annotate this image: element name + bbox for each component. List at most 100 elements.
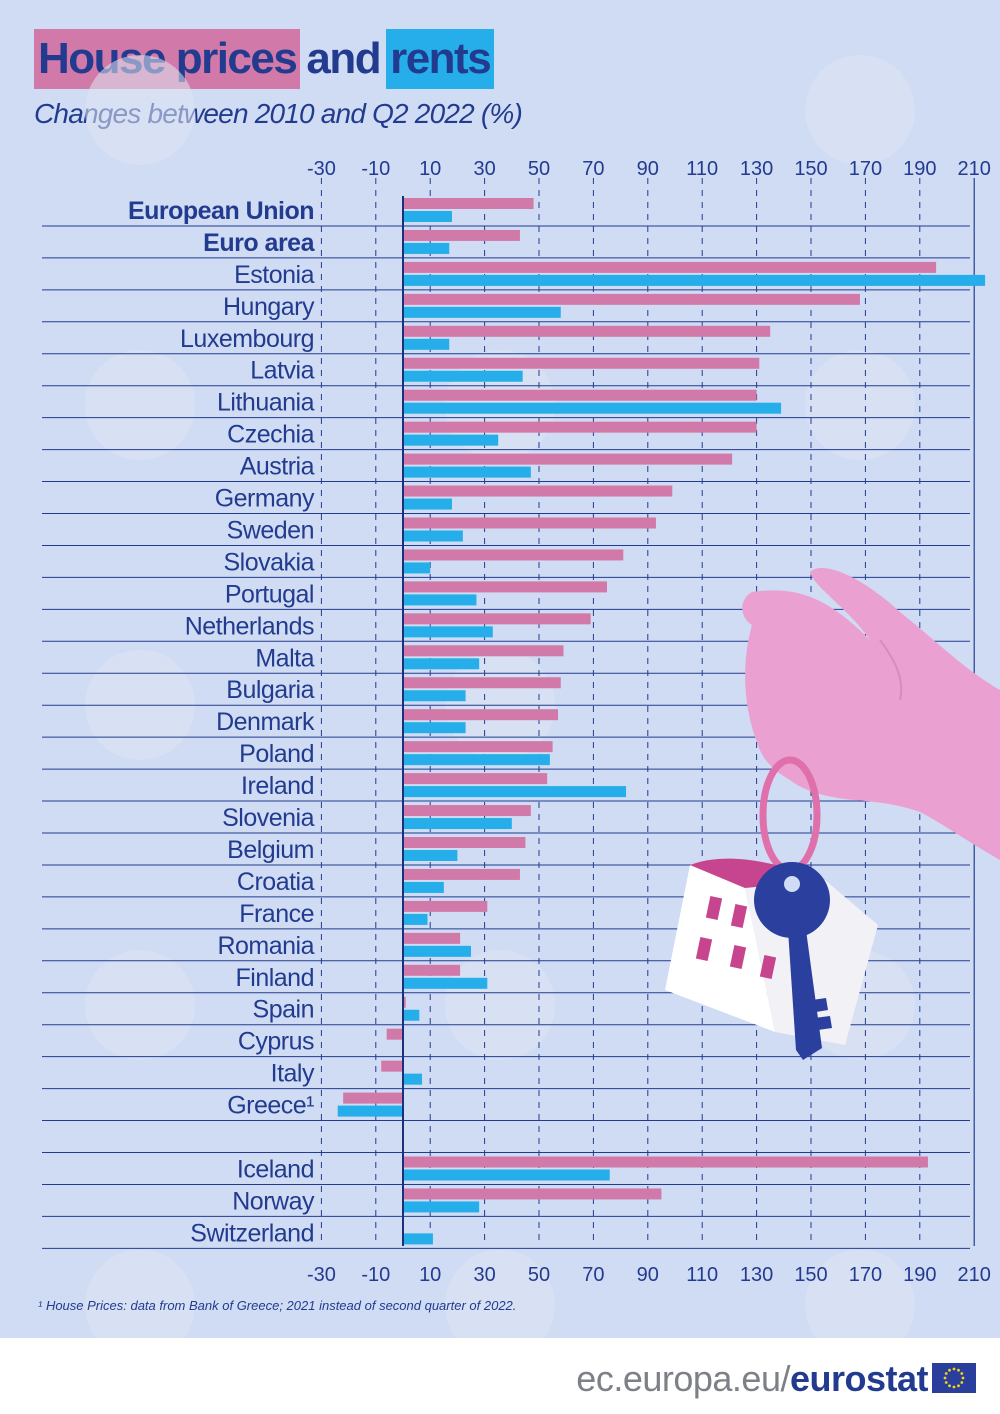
rents-bar (403, 306, 561, 318)
rents-bar (403, 850, 458, 861)
tick-label: 210 (958, 1264, 991, 1286)
category-label: Poland (239, 740, 314, 768)
flag-star (948, 1368, 951, 1372)
house-prices-bar (403, 229, 520, 241)
rents-bar (403, 562, 431, 574)
footer-band (0, 1338, 1000, 1414)
rents-bar (403, 1009, 420, 1021)
flag-star (960, 1381, 964, 1384)
category-label: Euro area (203, 229, 315, 257)
flag-star (944, 1381, 948, 1384)
house-prices-bar (403, 325, 771, 337)
category-label: Switzerland (190, 1219, 314, 1247)
category-label: Cyprus (238, 1028, 314, 1056)
rents-bar (403, 370, 523, 382)
tick-labels: -30 -30 -10 -10 10 10 30 30 50 50 70 70 90 90 110 110 13… (307, 158, 991, 1286)
house-prices-bar (403, 741, 553, 753)
category-label: Italy (271, 1060, 315, 1088)
tick-label: 70 (582, 158, 604, 180)
tick-label: 70 (582, 1264, 604, 1286)
rents-bar (403, 338, 450, 350)
house-prices-bar (403, 357, 760, 369)
house-prices-bar (403, 613, 591, 625)
eu-flag-icon (932, 1363, 976, 1393)
tick-label: 90 (637, 158, 659, 180)
tick-label: 190 (903, 158, 936, 180)
category-labels: European Union Euro area Estonia Hungary Lux… (128, 197, 316, 1247)
category-label: Czechia (227, 421, 314, 449)
rents-bar (403, 498, 452, 510)
category-label: Belgium (227, 836, 314, 864)
tick-label: 90 (637, 1264, 659, 1286)
house-prices-bar (403, 805, 531, 817)
rents-bar (403, 977, 488, 989)
category-label: Iceland (237, 1155, 314, 1183)
house-prices-bar (343, 1092, 403, 1104)
house-prices-bar (403, 964, 461, 976)
chart-title: House prices and rents (34, 28, 495, 90)
category-label: Luxembourg (180, 325, 314, 353)
tick-label: 150 (794, 1264, 827, 1286)
house-prices-bar (403, 389, 757, 401)
footer-url[interactable]: ec.europa.eu/eurostat (576, 1358, 928, 1400)
category-label: Malta (255, 644, 314, 672)
rents-bar (403, 594, 477, 606)
tick-label: 110 (686, 1264, 718, 1286)
tick-label: 170 (849, 158, 882, 180)
house-prices-bar (403, 261, 937, 273)
tick-label: 110 (686, 158, 718, 180)
house-prices-bar (403, 517, 656, 529)
house-prices-bar (403, 421, 757, 433)
hand-holding-key-illustration (665, 567, 1000, 1060)
tick-label: 30 (473, 158, 495, 180)
finger-crease (879, 639, 903, 701)
bta-watermark (85, 1250, 195, 1360)
tick-label: -10 (361, 1264, 390, 1286)
house-prices-bar (403, 1156, 928, 1168)
tick-label: 210 (958, 158, 991, 180)
rents-bar (403, 658, 480, 670)
tick-label: 190 (903, 1264, 936, 1286)
bta-watermark (805, 55, 915, 165)
rents-bar (403, 754, 550, 766)
category-label: Slovakia (224, 548, 315, 576)
tick-label: 50 (528, 158, 550, 180)
category-label: Norway (232, 1187, 315, 1215)
title-house-prices: House prices (34, 29, 301, 89)
tick-label: -30 (307, 158, 336, 180)
category-label: Croatia (237, 868, 315, 896)
category-label: Estonia (234, 261, 314, 289)
flag-star (948, 1384, 951, 1388)
tick-label: 10 (419, 1264, 441, 1286)
category-label: Lithuania (217, 389, 315, 417)
footer-domain: ec.europa.eu/ (576, 1358, 790, 1399)
house-prices-bar (403, 996, 406, 1008)
flag-star (957, 1368, 960, 1372)
rents-bar (403, 211, 452, 222)
flag-star (960, 1372, 964, 1375)
bta-watermark (445, 1250, 555, 1360)
category-label: Germany (215, 485, 315, 513)
category-label: Spain (253, 996, 314, 1024)
tick-label: 130 (740, 158, 773, 180)
category-label: Latvia (250, 357, 314, 385)
tick-label: 30 (473, 1264, 495, 1286)
footer-brand: eurostat (789, 1358, 929, 1399)
house-prices-bar (381, 1060, 403, 1072)
rents-bar (403, 945, 471, 957)
category-label: Hungary (223, 293, 315, 321)
category-label: Denmark (216, 708, 315, 736)
house-prices-bar (403, 932, 461, 944)
title-and: and (306, 34, 381, 83)
rents-bar (403, 913, 428, 925)
rents-bar (403, 402, 782, 414)
rents-bar (403, 1169, 610, 1181)
bta-watermark (85, 350, 195, 460)
rents-bar (403, 786, 627, 798)
bta-watermark (85, 950, 195, 1060)
house-prices-bar (403, 677, 561, 689)
flag-star (944, 1372, 948, 1375)
rents-bar (403, 274, 986, 286)
category-label: Sweden (227, 516, 314, 544)
category-label: France (239, 900, 314, 928)
